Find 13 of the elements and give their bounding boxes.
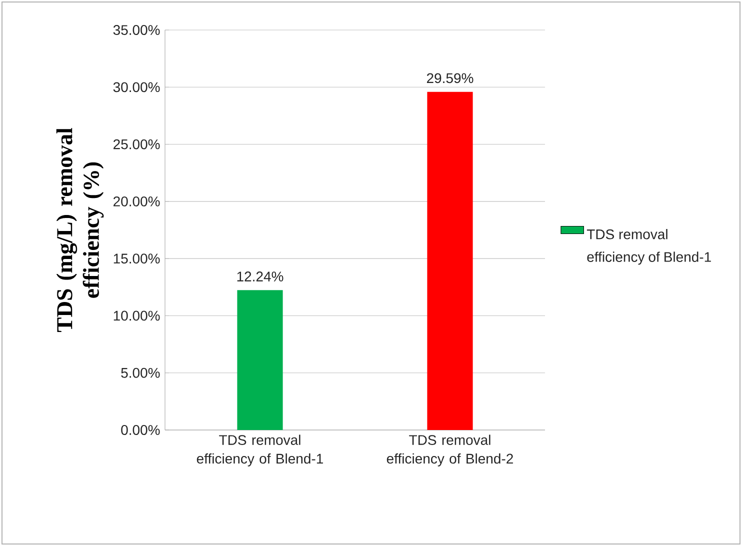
data-label: 29.59%	[426, 73, 474, 84]
x-tick-label: TDS removal efficiency of Blend-2	[386, 434, 513, 466]
y-tick-label: 0.00%	[121, 425, 160, 435]
y-tick-label: 5.00%	[121, 368, 160, 378]
y-axis-title: TDS (mg/L) removal efficiency (%)	[56, 128, 104, 332]
y-tick-label: 10.00%	[114, 310, 160, 321]
y-tick-label: 20.00%	[114, 196, 160, 206]
data-label: 12.24%	[237, 272, 284, 282]
y-tick-label: 35.00%	[113, 25, 160, 35]
y-tick-label: 30.00%	[113, 82, 160, 92]
legend-label: TDS removal efficiency of Blend-1	[586, 229, 711, 265]
y-tick-label: 25.00%	[114, 139, 160, 150]
y-tick-label: 15.00%	[114, 254, 160, 264]
